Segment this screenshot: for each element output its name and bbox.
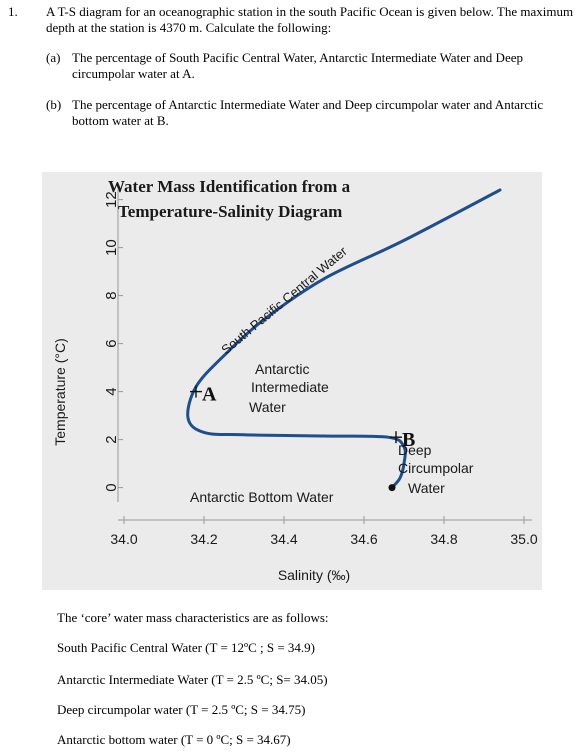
chart-title-line2: Temperature-Salinity Diagram [118,202,342,221]
chart-axes [117,190,532,521]
y-tick-label: 0 [103,483,120,491]
core-item-dcw: Deep circumpolar water (T = 2.5 ºC; S = … [57,702,306,717]
part-a-label: (a) [46,50,61,65]
y-tick-label: 6 [103,339,120,347]
part-b-label: (b) [46,97,62,112]
chart-title-line1: Water Mass Identification from a [108,177,351,196]
y-tick-label: 8 [103,291,120,299]
ts-curve [186,188,502,490]
label-antarctic-bottom-water: Antarctic Bottom Water [190,489,334,505]
x-tick-label: 35.0 [510,531,537,547]
curve-end-dot [388,484,396,492]
core-item-aiw: Antarctic Intermediate Water (T = 2.5 ºC… [57,672,328,687]
part-b-text: The percentage of Antarctic Intermediate… [72,97,544,128]
y-tick-label: 10 [103,239,120,256]
x-axis-label: Salinity (‰) [278,567,350,583]
core-item-abw: Antarctic bottom water (T = 0 ºC; S = 34… [57,732,291,747]
y-tick-label: 2 [103,435,120,443]
point-label: A [202,384,217,406]
chart-ticks: 0 2 4 6 8 10 12 34.0 34.2 34.4 34.6 34.8 35.0 [103,191,538,547]
label-aiw-line3: Water [249,399,286,415]
question-intro: A T-S diagram for an oceanographic stati… [46,4,574,35]
label-dcw-line2: Circumpolar [398,460,474,476]
point-label: B [402,429,415,451]
y-tick-label: 12 [103,191,120,208]
y-tick-label: 4 [103,387,120,395]
label-aiw-line2: Intermediate [251,379,329,395]
core-item-spcw: South Pacific Central Water (T = 12ºC ; … [57,640,315,655]
chart-points: AB [190,384,415,492]
core-characteristics-title: The ‘core’ water mass characteristics ar… [57,610,329,625]
question-number: 1. [8,4,18,19]
x-tick-label: 34.2 [190,531,217,547]
x-tick-label: 34.0 [110,531,137,547]
x-tick-label: 34.4 [270,531,297,547]
x-tick-label: 34.6 [350,531,377,547]
label-dcw-line1: Deep [398,442,432,458]
x-tick-label: 34.8 [430,531,457,547]
label-dcw-line3: Water [408,480,445,496]
part-a-text: The percentage of South Pacific Central … [72,50,523,81]
y-axis-label: Temperature (°C) [52,338,68,446]
label-aiw-line1: Antarctic [255,361,309,377]
